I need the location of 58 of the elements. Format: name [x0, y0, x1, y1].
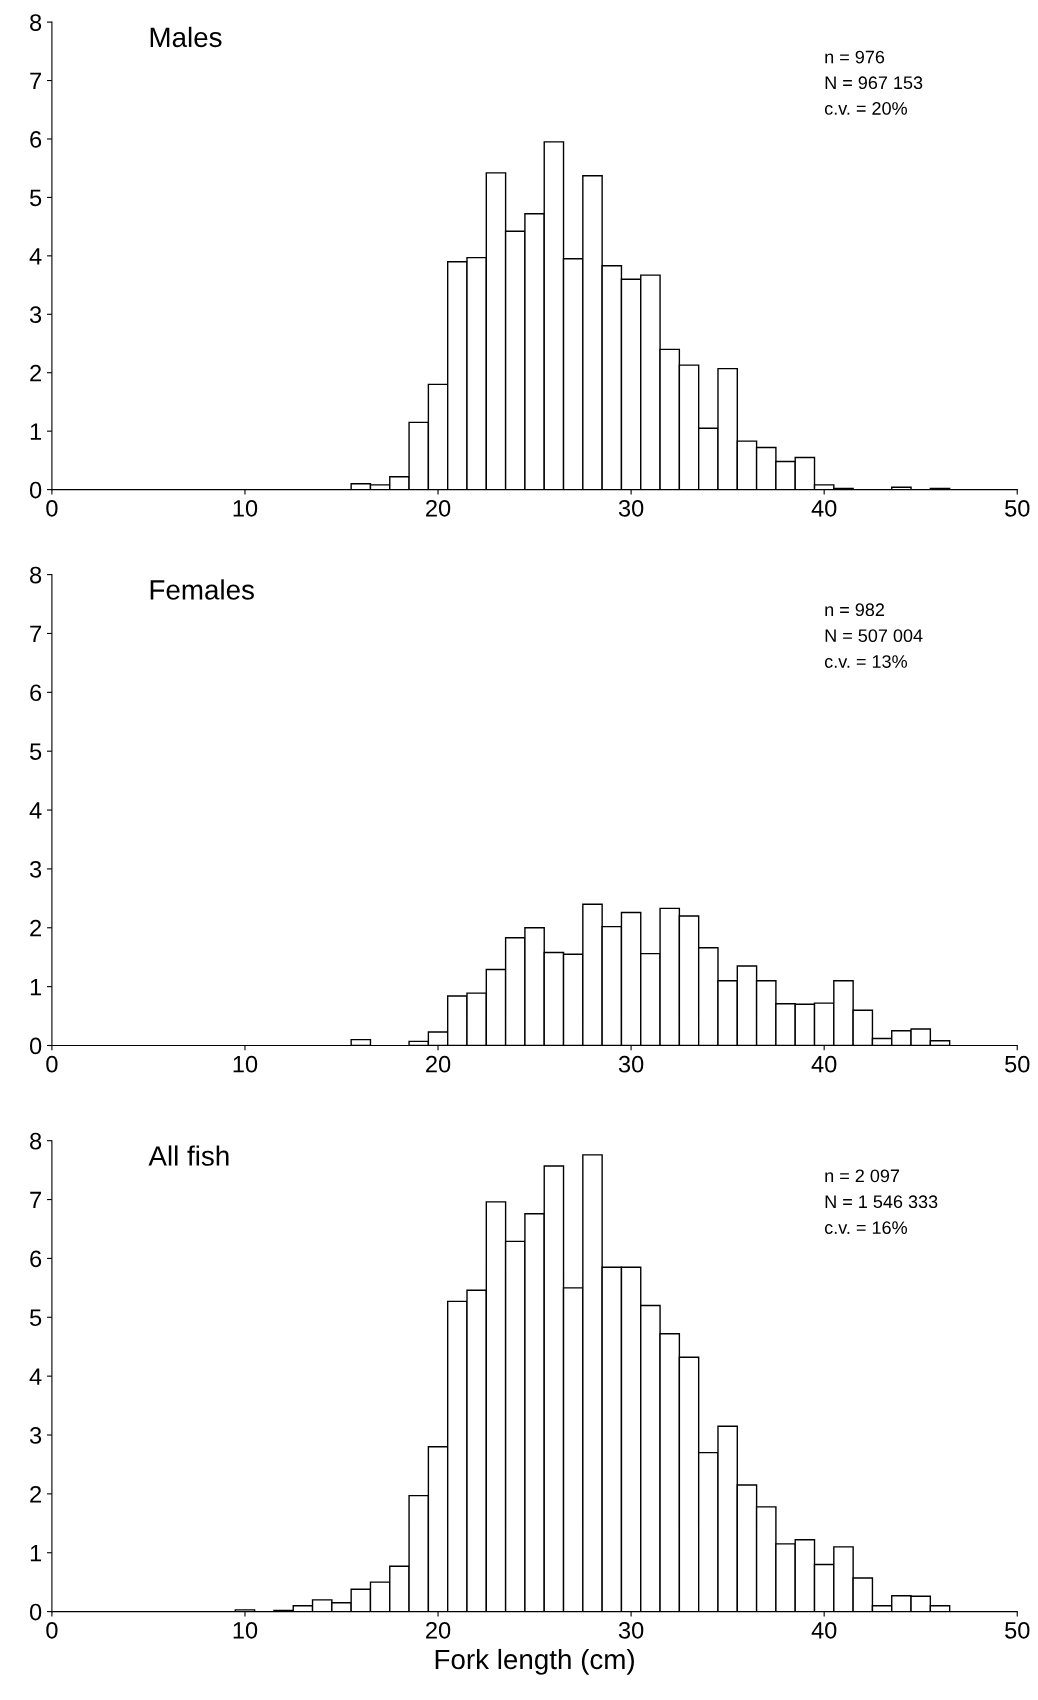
x-tick-label: 30 — [618, 499, 644, 517]
annotation: N = 967 153 — [825, 76, 923, 90]
y-tick-label: 2 — [30, 1485, 41, 1503]
y-tick-label: 3 — [29, 860, 42, 878]
x-tick-label: 30 — [618, 1621, 644, 1639]
y-tick-label: 7 — [30, 72, 41, 90]
y-tick-label: 1 — [30, 1545, 42, 1562]
x-tick-label: 50 — [1005, 499, 1030, 517]
x-tick-label: 30 — [618, 1055, 644, 1073]
y-tick-label: 1 — [30, 423, 42, 440]
annotation: n = 982 — [825, 603, 885, 617]
annotation: n = 976 — [825, 50, 885, 64]
x-tick-label: 10 — [233, 1055, 258, 1073]
x-tick-label: 10 — [233, 1621, 258, 1639]
y-tick-label: 4 — [29, 248, 42, 265]
y-tick-label: 7 — [30, 625, 41, 643]
annotation: N = 507 004 — [825, 629, 923, 643]
x-tick-label: 20 — [426, 1621, 451, 1639]
x-tick-label: 0 — [46, 1055, 58, 1073]
x-tick-label: 40 — [811, 1055, 837, 1073]
y-tick-label: 4 — [29, 1368, 42, 1385]
annotation: c.v. = 20% — [824, 102, 907, 115]
x-tick-label: 40 — [811, 499, 837, 517]
y-tick-label: 1 — [30, 978, 42, 996]
y-tick-label: 6 — [30, 131, 42, 148]
y-tick-label: 5 — [29, 189, 42, 207]
annotation: N = 1 546 333 — [825, 1195, 938, 1209]
y-tick-label: 8 — [30, 14, 42, 31]
x-tick-label: 20 — [426, 1055, 451, 1073]
y-tick-label: 0 — [29, 481, 42, 499]
y-tick-label: 0 — [29, 1037, 42, 1055]
y-tick-label: 0 — [29, 1603, 42, 1621]
x-axis-title: Fork length (cm) — [435, 1648, 634, 1675]
y-tick-label: 2 — [30, 919, 41, 937]
chart-title: Males — [150, 26, 222, 48]
x-tick-label: 50 — [1005, 1621, 1030, 1639]
x-tick-label: 20 — [426, 499, 451, 517]
y-tick-label: 3 — [29, 306, 42, 324]
y-tick-label: 6 — [30, 1250, 42, 1268]
y-tick-label: 5 — [29, 1309, 42, 1327]
y-tick-label: 6 — [30, 684, 42, 702]
annotation: n = 2 097 — [825, 1169, 900, 1183]
x-tick-label: 0 — [46, 1621, 58, 1639]
y-tick-label: 7 — [30, 1191, 41, 1209]
chart-title: All fish — [148, 1145, 229, 1166]
y-tick-label: 2 — [30, 364, 41, 382]
x-tick-label: 0 — [46, 499, 58, 517]
annotation: c.v. = 16% — [824, 1221, 907, 1235]
annotation: c.v. = 13% — [824, 655, 907, 668]
y-tick-label: 3 — [29, 1427, 42, 1444]
y-tick-label: 4 — [29, 802, 42, 819]
y-tick-label: 8 — [30, 1132, 42, 1150]
x-tick-label: 10 — [233, 499, 258, 517]
chart-title: Females — [150, 579, 254, 600]
y-tick-label: 5 — [29, 743, 42, 760]
x-tick-label: 50 — [1005, 1055, 1030, 1073]
y-tick-label: 8 — [30, 566, 42, 584]
x-tick-label: 40 — [811, 1621, 837, 1639]
